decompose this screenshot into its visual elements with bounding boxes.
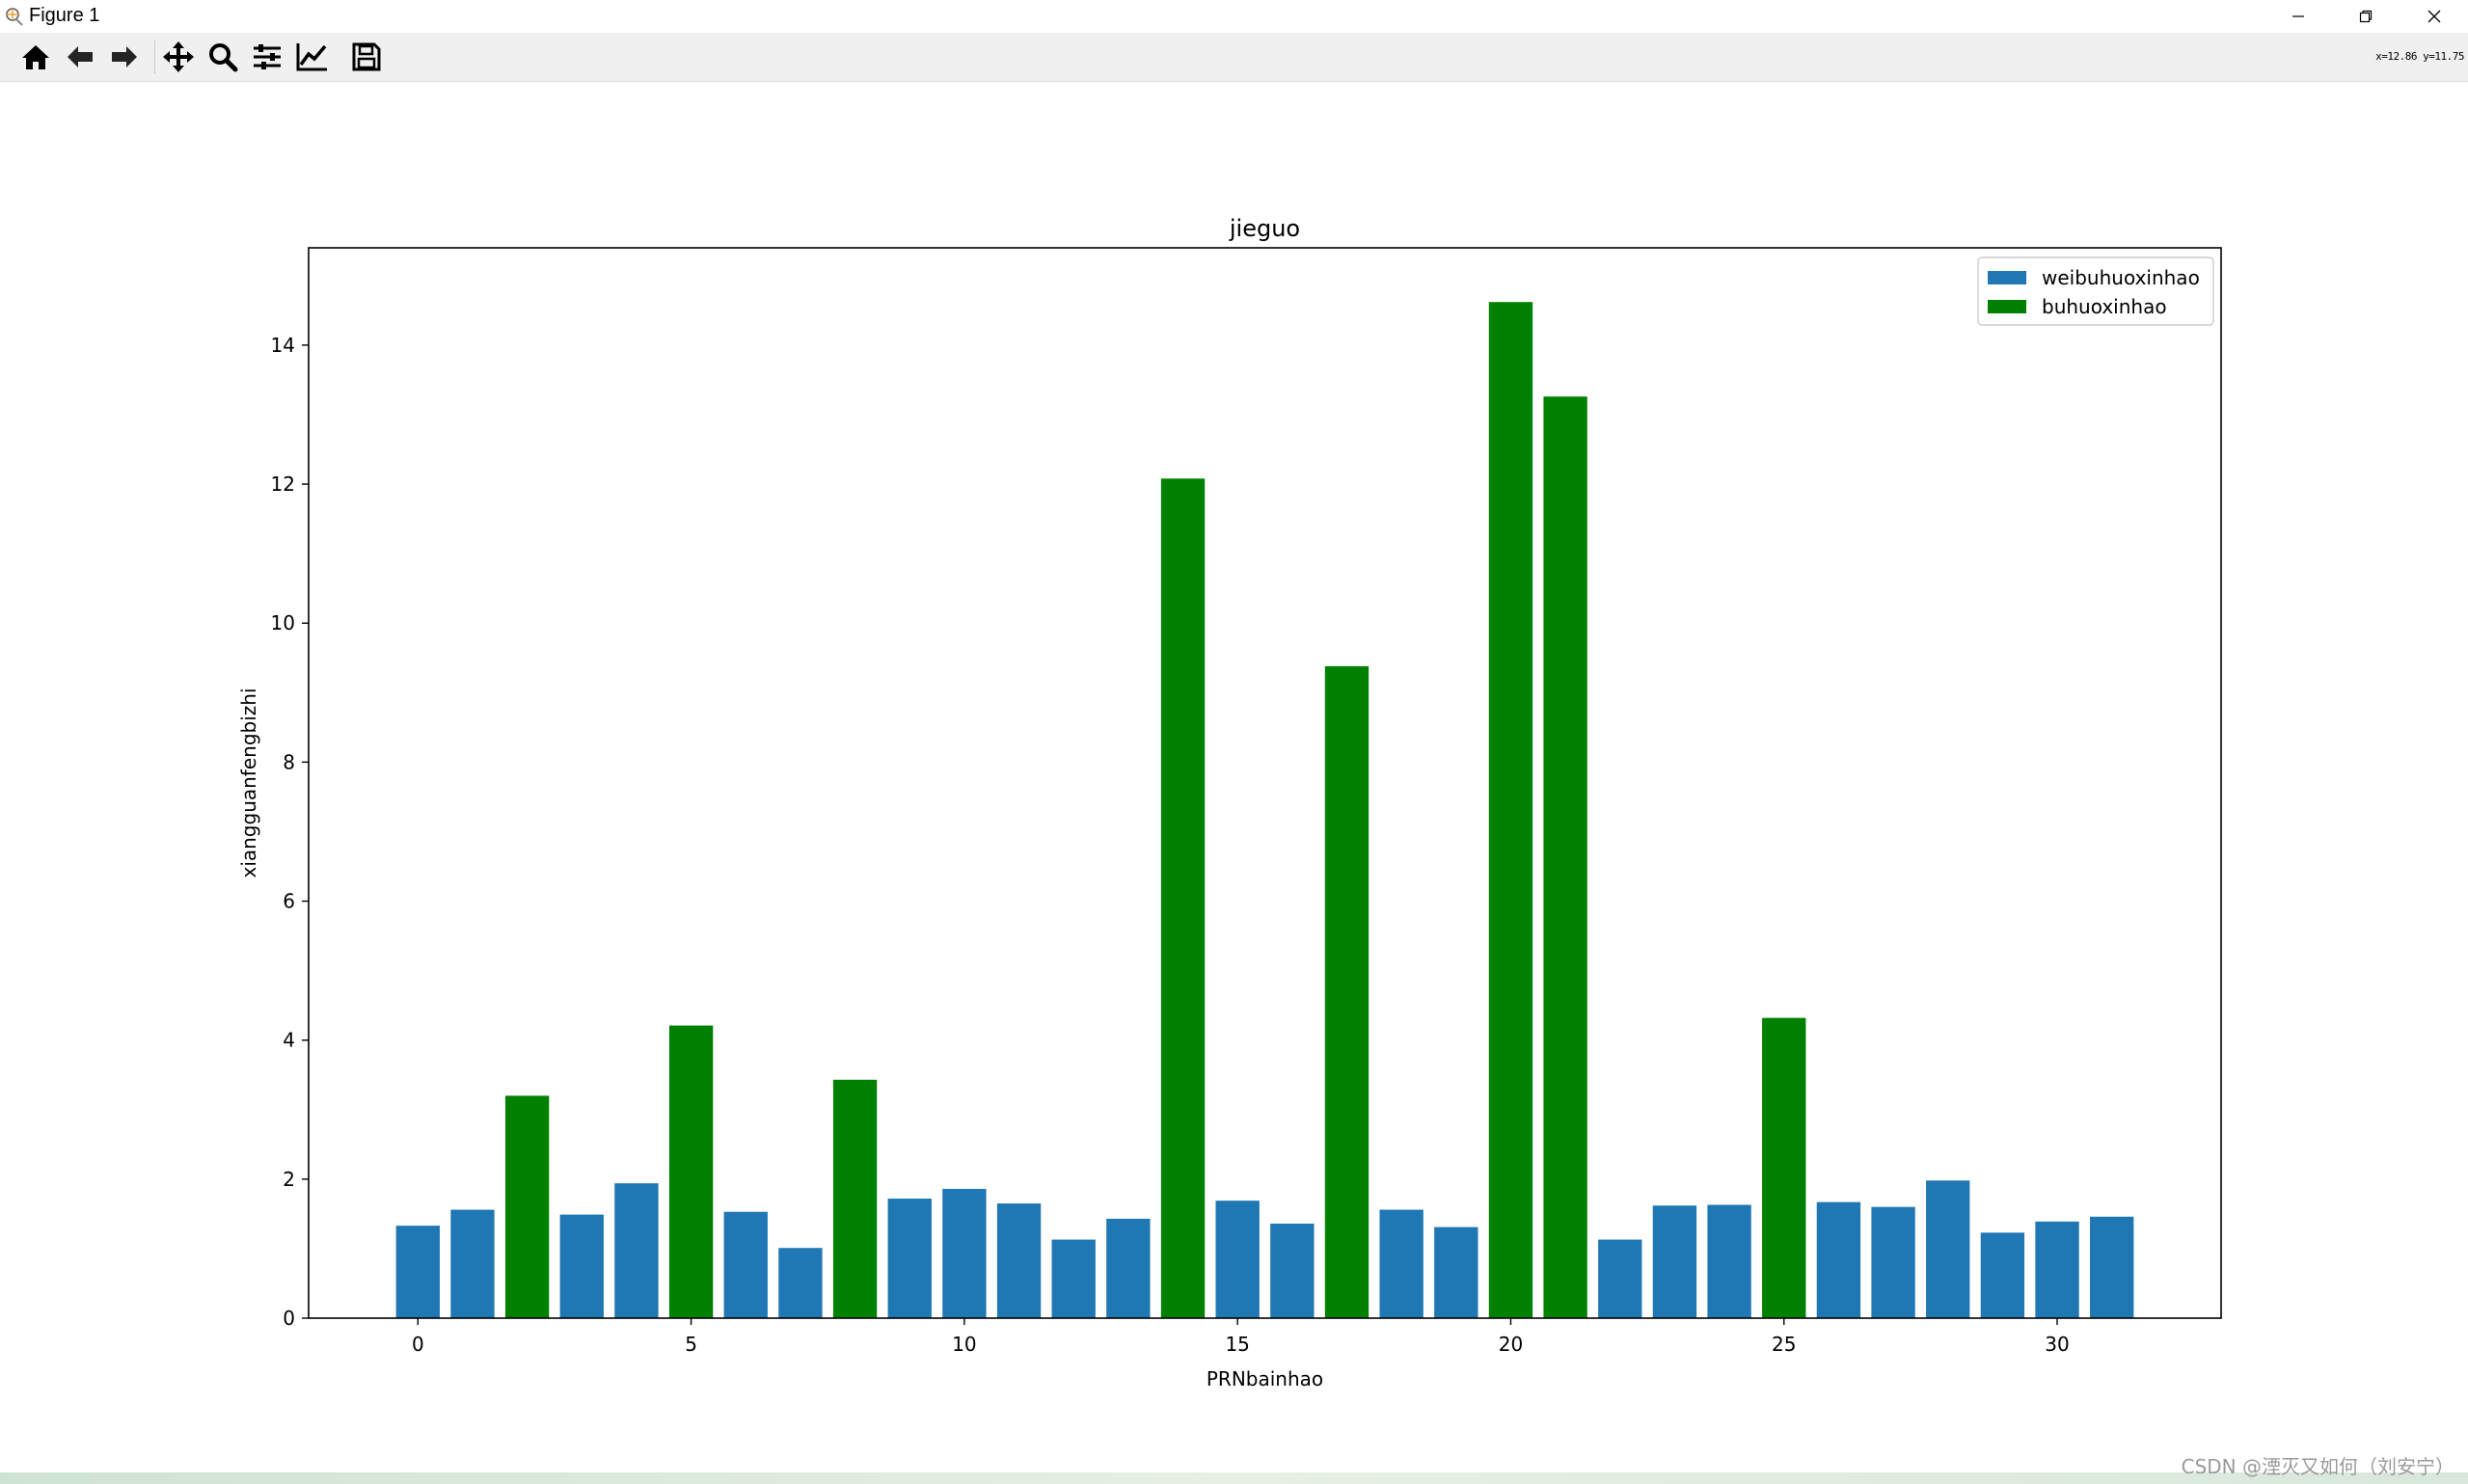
axes-frame (308, 247, 2222, 1319)
figure-canvas[interactable]: 0 5 10 15 20 25 30 0 2 4 6 8 10 12 14 jieguo PRNbainhao x… (0, 82, 2468, 1471)
save-floppy-icon (352, 42, 381, 71)
matplotlib-app-icon (6, 8, 23, 26)
home-button[interactable] (15, 37, 56, 77)
chart-title: jieguo (1229, 215, 1300, 242)
bar-weibuhuoxinhao-26 (1816, 1201, 1861, 1318)
bar-buhuoxinhao-21 (1543, 396, 1587, 1318)
y-tick-label: 4 (283, 1029, 295, 1052)
y-tick-label: 0 (283, 1307, 295, 1330)
x-tick-label: 15 (1225, 1333, 1249, 1356)
zoom-magnifier-icon (209, 43, 238, 72)
bar-weibuhuoxinhao-3 (559, 1214, 604, 1318)
x-tick-label: 10 (952, 1333, 976, 1356)
bar-weibuhuoxinhao-18 (1379, 1209, 1424, 1318)
bar-weibuhuoxinhao-4 (614, 1183, 659, 1318)
bar-weibuhuoxinhao-31 (2090, 1216, 2134, 1318)
save-button[interactable] (346, 37, 387, 77)
window-title: Figure 1 (29, 5, 100, 26)
pan-button[interactable] (158, 37, 199, 77)
forward-button[interactable] (104, 37, 145, 77)
minimize-icon (2292, 15, 2304, 17)
bar-buhuoxinhao-17 (1324, 665, 1370, 1318)
bar-buhuoxinhao-5 (668, 1025, 714, 1318)
zoom-button[interactable] (203, 37, 243, 77)
bar-weibuhuoxinhao-27 (1871, 1206, 1915, 1318)
subplots-sliders-icon (254, 44, 281, 69)
cursor-coordinates: x=12.86 y=11.75 (2375, 50, 2464, 63)
bar-weibuhuoxinhao-6 (723, 1211, 768, 1318)
x-tick-label: 0 (412, 1333, 424, 1356)
close-icon (2427, 10, 2441, 23)
back-button[interactable] (60, 37, 100, 77)
legend-box (1977, 256, 2214, 326)
bar-buhuoxinhao-20 (1488, 302, 1533, 1319)
y-tick-label: 8 (283, 750, 295, 773)
y-tick-label: 6 (283, 890, 295, 913)
bar-weibuhuoxinhao-15 (1215, 1201, 1260, 1318)
legend-swatch-buhuoxinhao (1988, 300, 2026, 313)
home-icon (22, 45, 49, 69)
x-axis-label: PRNbainhao (1207, 1367, 1323, 1390)
window-titlebar: Figure 1 (0, 0, 2468, 33)
y-tick-label: 2 (283, 1168, 295, 1191)
bar-weibuhuoxinhao-24 (1707, 1204, 1751, 1318)
back-arrow-icon (68, 46, 93, 67)
legend-label-weibuhuoxinhao: weibuhuoxinhao (2042, 266, 2200, 289)
bar-chart: 0 5 10 15 20 25 30 0 2 4 6 8 10 12 14 jieguo PRNbainhao x… (237, 215, 2222, 1390)
legend-label-buhuoxinhao: buhuoxinhao (2042, 295, 2167, 318)
bar-buhuoxinhao-14 (1160, 478, 1206, 1318)
x-tick-label: 30 (2045, 1333, 2069, 1356)
bar-weibuhuoxinhao-16 (1270, 1223, 1315, 1318)
taskbar-strip (0, 1472, 2468, 1484)
bar-weibuhuoxinhao-11 (996, 1203, 1042, 1318)
bar-weibuhuoxinhao-9 (887, 1199, 932, 1318)
bar-weibuhuoxinhao-28 (1926, 1180, 1970, 1318)
forward-arrow-icon (112, 46, 137, 67)
bar-weibuhuoxinhao-7 (778, 1248, 823, 1318)
bar-weibuhuoxinhao-30 (2035, 1221, 2079, 1318)
bar-buhuoxinhao-8 (832, 1079, 878, 1318)
edit-axes-line-icon (296, 43, 327, 71)
bar-buhuoxinhao-2 (504, 1095, 550, 1318)
y-tick-label: 14 (271, 334, 295, 357)
x-tick-label: 25 (1772, 1333, 1796, 1356)
bar-weibuhuoxinhao-22 (1598, 1239, 1642, 1318)
bar-weibuhuoxinhao-10 (942, 1188, 987, 1318)
bar-weibuhuoxinhao-12 (1051, 1239, 1096, 1318)
bar-weibuhuoxinhao-13 (1106, 1218, 1151, 1318)
configure-subplots-button[interactable] (247, 37, 287, 77)
restore-icon (2359, 10, 2373, 23)
minimize-button[interactable] (2265, 0, 2332, 33)
y-tick-label: 12 (271, 472, 295, 496)
restore-button[interactable] (2332, 0, 2400, 33)
bar-weibuhuoxinhao-1 (450, 1209, 495, 1318)
y-tick-label: 10 (271, 611, 295, 634)
bar-weibuhuoxinhao-29 (1980, 1232, 2025, 1318)
x-tick-label: 20 (1499, 1333, 1523, 1356)
legend-swatch-weibuhuoxinhao (1988, 271, 2026, 284)
toolbar-separator (154, 40, 155, 73)
y-axis-label: xiangguanfengbizhi (237, 688, 260, 877)
edit-axes-button[interactable] (291, 37, 332, 77)
pan-move-icon (163, 41, 194, 72)
x-tick-label: 5 (685, 1333, 697, 1356)
watermark-text: CSDN @湮灭又如何（刘安宁） (2181, 1455, 2454, 1478)
bar-buhuoxinhao-25 (1762, 1017, 1806, 1318)
navigation-toolbar: x=12.86 y=11.75 (0, 33, 2468, 82)
bar-weibuhuoxinhao-23 (1652, 1205, 1697, 1318)
close-button[interactable] (2400, 0, 2468, 33)
bar-weibuhuoxinhao-19 (1434, 1227, 1478, 1318)
bar-weibuhuoxinhao-0 (395, 1226, 440, 1318)
